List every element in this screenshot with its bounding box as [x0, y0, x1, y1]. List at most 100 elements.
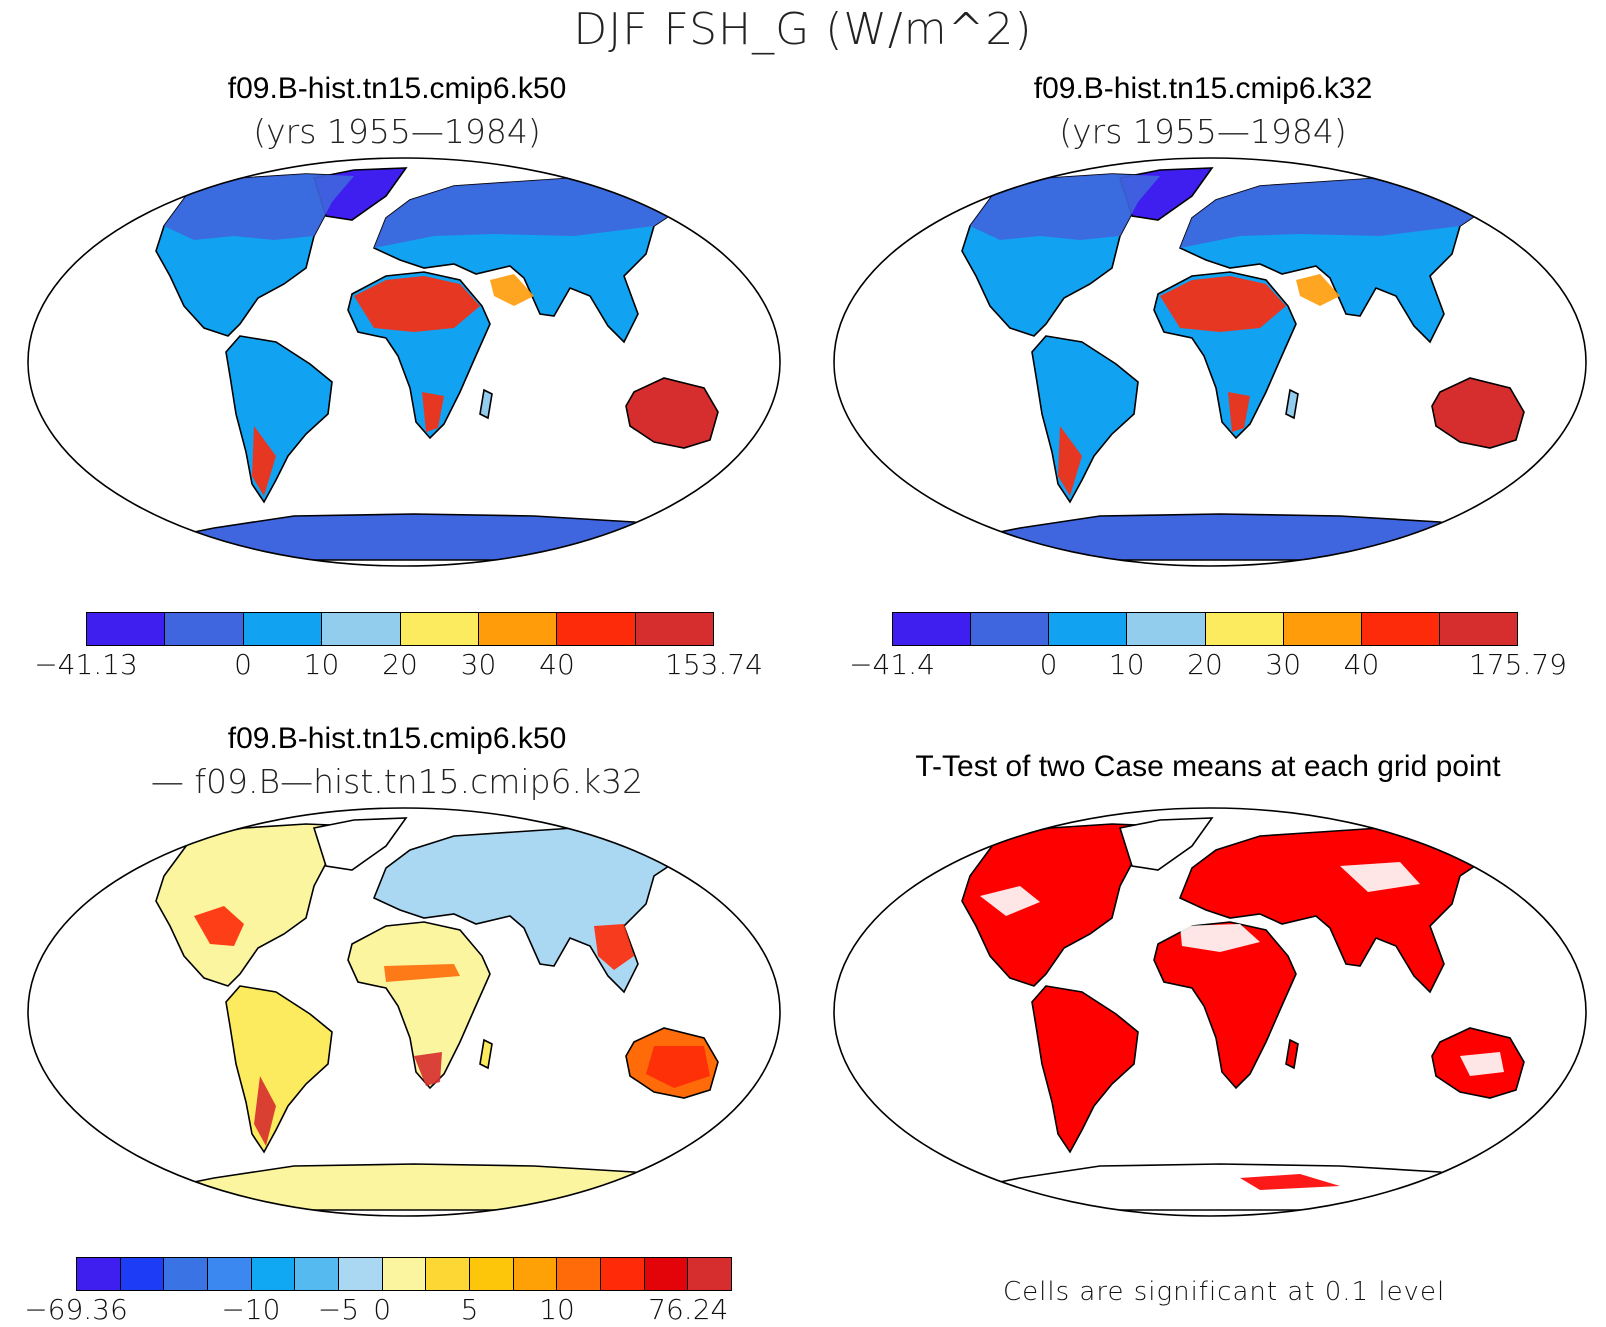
colorbar-3-cell [339, 1258, 383, 1290]
colorbar-3-cell [513, 1258, 558, 1290]
colorbar-2-tick-label: 0 [1039, 648, 1058, 681]
colorbar-3-tick-label: 5 [460, 1293, 479, 1326]
colorbar-2-tick-label: 20 [1187, 648, 1223, 681]
colorbar-2-tick-label: −41.4 [849, 648, 935, 681]
colorbar-1-cell [243, 613, 323, 645]
colorbar-3-tick-label: 76.24 [648, 1293, 729, 1326]
colorbar-3-cell [164, 1258, 209, 1290]
field-patch [164, 174, 354, 240]
colorbar-1-tick-label: 40 [539, 648, 575, 681]
field-patch [646, 1046, 710, 1088]
continent-madagascar [479, 388, 493, 420]
continent-greenland [312, 817, 408, 871]
panel4-map [833, 807, 1587, 1217]
colorbar-2-cell [1439, 613, 1517, 645]
map-border [27, 807, 781, 1217]
map-border [833, 807, 1587, 1217]
colorbar-1-cell [322, 613, 401, 645]
continent-greenland [1118, 817, 1214, 871]
continent-samerica [1031, 335, 1139, 504]
field-patch [490, 274, 534, 306]
colorbar-2-cell [1283, 613, 1362, 645]
colorbar-3 [76, 1257, 732, 1291]
field-patch [374, 176, 684, 248]
panel3-subtitle: — f09.B—hist.tn15.cmip6.k32 [150, 762, 644, 801]
colorbar-1-tick-label: 20 [382, 648, 418, 681]
continent-madagascar [1285, 1038, 1299, 1070]
colorbar-1-tick-label: 0 [234, 648, 252, 681]
field-patch [194, 906, 244, 946]
continent-namerica [155, 823, 356, 987]
colorbar-2-cell [1361, 613, 1440, 645]
continent-madagascar [479, 1038, 493, 1070]
colorbar-1-cell [635, 613, 713, 645]
field-patch [1460, 1052, 1504, 1076]
colorbar-3-cell [557, 1258, 602, 1290]
colorbar-3-cell [426, 1258, 471, 1290]
panel1-map [27, 157, 781, 567]
panel2-subtitle: (yrs 1955—1984) [1059, 112, 1347, 151]
colorbar-1-cell [557, 613, 636, 645]
colorbar-1-tick-label: 10 [303, 648, 340, 681]
continent-namerica [961, 823, 1162, 987]
colorbar-3-cell [382, 1258, 427, 1290]
colorbar-2-cell [1127, 613, 1206, 645]
field-patch [970, 174, 1160, 240]
panel2-map [833, 157, 1587, 567]
colorbar-1-cell [400, 613, 479, 645]
colorbar-3-tick-label: 10 [539, 1293, 575, 1326]
panel3-title: f09.B-hist.tn15.cmip6.k50 [227, 722, 567, 755]
continent-eurasia [1178, 825, 1492, 994]
panel4-title: T-Test of two Case means at each grid po… [915, 750, 1501, 783]
colorbar-3-cell [644, 1258, 689, 1290]
field-patch [252, 426, 276, 496]
panel2-title: f09.B-hist.tn15.cmip6.k32 [1033, 72, 1373, 105]
field-patch [1180, 176, 1490, 248]
colorbar-3-tick-label: 0 [373, 1293, 392, 1326]
continent-madagascar [1285, 388, 1299, 420]
colorbar-3-tick-label: −69.36 [24, 1293, 128, 1326]
field-patch [1340, 862, 1420, 892]
colorbar-1-cell [478, 613, 558, 645]
continent-australia [1431, 377, 1525, 449]
continent-samerica [225, 985, 333, 1154]
colorbar-1-tick-label: −41.13 [34, 648, 138, 681]
continent-africa [347, 921, 491, 1090]
colorbar-3-cell [208, 1258, 252, 1290]
field-patch [354, 276, 480, 332]
colorbar-2-tick-label: 175.79 [1469, 648, 1567, 681]
colorbar-2 [892, 612, 1518, 646]
panel1-subtitle: (yrs 1955—1984) [253, 112, 541, 151]
continent-samerica [225, 335, 333, 504]
colorbar-2-cell [1205, 613, 1284, 645]
colorbar-3-cell [470, 1258, 514, 1290]
colorbar-1-tick-label: 30 [460, 648, 497, 681]
panel1-title: f09.B-hist.tn15.cmip6.k50 [227, 72, 567, 105]
colorbar-2-tick-label: 40 [1343, 648, 1380, 681]
field-patch [254, 1076, 276, 1146]
colorbar-3-cell [601, 1258, 645, 1290]
colorbar-2-tick-label: 30 [1265, 648, 1302, 681]
map-border [833, 157, 1587, 567]
field-patch [1180, 924, 1260, 952]
continent-australia [625, 377, 719, 449]
continent-africa [1153, 921, 1297, 1090]
field-patch [1240, 1174, 1340, 1190]
colorbar-2-cell [971, 613, 1050, 645]
field-patch [1296, 274, 1340, 306]
colorbar-1-cell [165, 613, 244, 645]
colorbar-3-tick-label: −10 [221, 1293, 281, 1326]
colorbar-3-tick-label: −5 [317, 1293, 360, 1326]
field-patch [414, 1052, 442, 1086]
colorbar-1-tick-label: 153.74 [665, 648, 763, 681]
field-patch [980, 886, 1040, 916]
field-patch [594, 924, 634, 970]
colorbar-3-cell [251, 1258, 296, 1290]
field-patch [422, 392, 444, 432]
field-patch [1160, 276, 1286, 332]
colorbar-3-cell [77, 1258, 121, 1290]
map-border [27, 157, 781, 567]
colorbar-1 [86, 612, 714, 646]
colorbar-2-cell [893, 613, 972, 645]
colorbar-3-cell [120, 1258, 165, 1290]
